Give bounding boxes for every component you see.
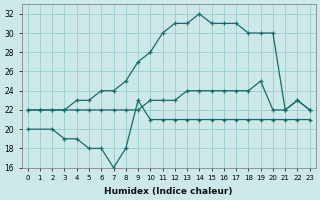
X-axis label: Humidex (Indice chaleur): Humidex (Indice chaleur) [104, 187, 233, 196]
